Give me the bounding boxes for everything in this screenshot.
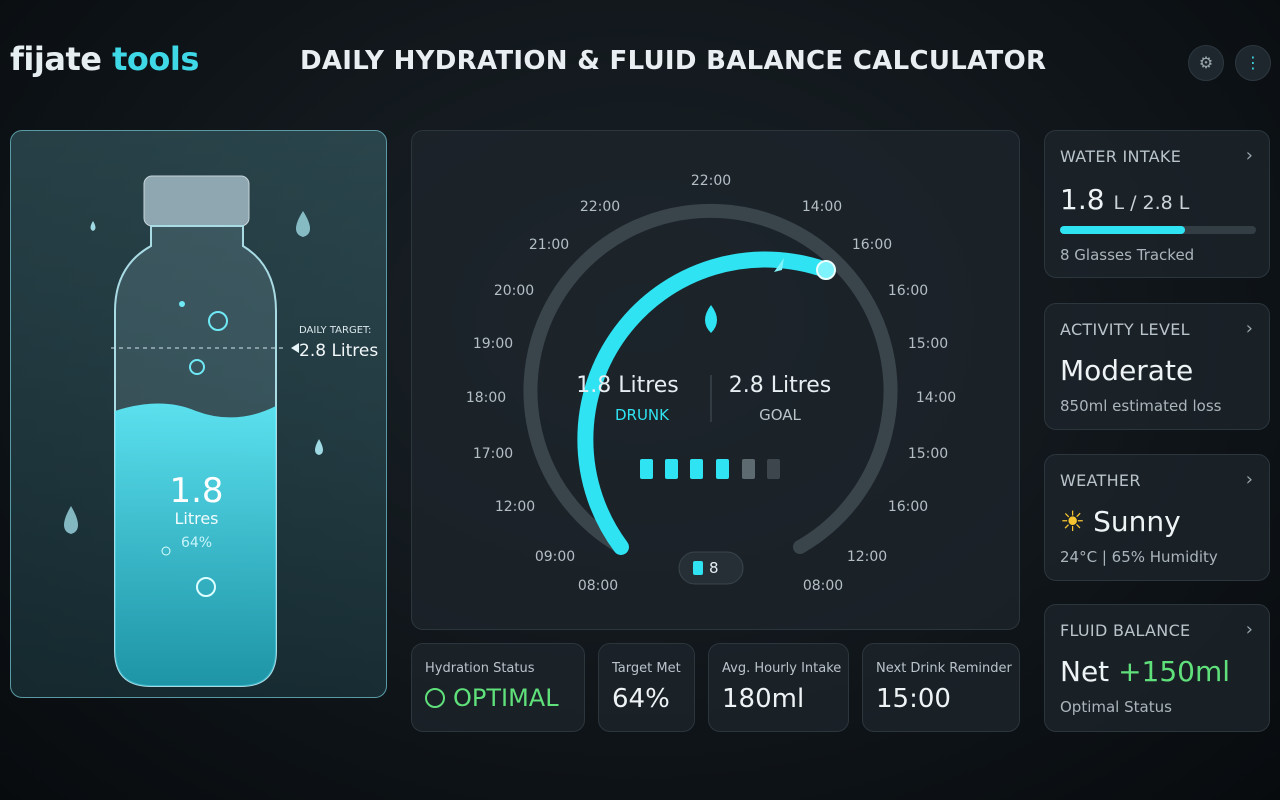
- card-sub: Optimal Status: [1060, 698, 1172, 716]
- card-title: FLUID BALANCE: [1060, 621, 1191, 640]
- stat-label: Target Met: [612, 661, 681, 676]
- gauge-tick-label: 21:00: [528, 237, 570, 253]
- settings-button[interactable]: ⚙: [1188, 45, 1224, 81]
- stat-value: 64%: [612, 684, 670, 714]
- stat-card: Avg. Hourly Intake 180ml: [708, 643, 849, 732]
- bottle-panel: DAILY TARGET: 2.8 Litres 1.8 Litres 64%: [10, 130, 387, 698]
- bottle-unit: Litres: [174, 509, 219, 528]
- brand-name-accent: tools: [112, 40, 199, 78]
- stat-value: 15:00: [876, 684, 951, 714]
- stat-label: Hydration Status: [425, 661, 535, 676]
- gauge-tick-label: 16:00: [887, 499, 929, 515]
- gauge-tick-label: 14:00: [801, 199, 843, 215]
- net-value: +150ml: [1118, 655, 1231, 688]
- gauge-tick-label: 17:00: [472, 446, 514, 462]
- intake-goal: L / 2.8 L: [1113, 192, 1190, 214]
- stat-card: Next Drink Reminder 15:00: [862, 643, 1020, 732]
- net-label: Net: [1060, 655, 1110, 688]
- gauge-track: [523, 203, 898, 554]
- bottle-water: [115, 403, 276, 686]
- drop-icon: [705, 305, 717, 333]
- gauge-tick-label: 12:00: [494, 499, 536, 515]
- weather-card[interactable]: WEATHER › ☀ Sunny 24°C | 65% Humidity: [1044, 454, 1270, 581]
- card-sub: 8 Glasses Tracked: [1060, 246, 1195, 264]
- stat-card: Hydration Status OPTIMAL: [411, 643, 585, 732]
- brand-name: fijate: [10, 40, 102, 78]
- card-sub: 850ml estimated loss: [1060, 397, 1222, 415]
- stat-card: Target Met 64%: [598, 643, 695, 732]
- card-main: 1.8 L / 2.8 L: [1060, 183, 1189, 216]
- gauge-tick-label: 22:00: [690, 173, 732, 189]
- gauge-progress: [577, 251, 834, 555]
- gauge-tick-label: 19:00: [472, 336, 514, 352]
- gauge-tick-label: 09:00: [534, 549, 576, 565]
- stat-value-text: OPTIMAL: [453, 684, 559, 712]
- glass-count-pill[interactable]: [678, 551, 744, 585]
- bottle-amount: 1.8: [169, 471, 224, 511]
- card-title: WEATHER: [1060, 471, 1141, 490]
- gauge-handle: [816, 260, 836, 280]
- card-sub: 24°C | 65% Humidity: [1060, 548, 1218, 566]
- gauge-tick-label: 15:00: [907, 336, 949, 352]
- glass-count: 8: [709, 559, 719, 577]
- weather-text: Sunny: [1093, 505, 1181, 538]
- brand: fijate tools: [10, 40, 199, 78]
- target-value: 2.8 Litres: [299, 341, 379, 361]
- gauge-tick-label: 16:00: [887, 283, 929, 299]
- goal-value: 2.8 Litres: [728, 373, 832, 398]
- card-title: WATER INTAKE: [1060, 147, 1182, 166]
- card-title: ACTIVITY LEVEL: [1060, 320, 1190, 339]
- gauge-tick-label: 08:00: [577, 578, 619, 594]
- target-label: DAILY TARGET:: [299, 325, 372, 336]
- water-intake-card[interactable]: WATER INTAKE › 1.8 L / 2.8 L 8 Glasses Tr…: [1044, 130, 1270, 278]
- gauge-tick-label: 20:00: [493, 283, 535, 299]
- gauge-tick-label: 12:00: [846, 549, 888, 565]
- gauge-tick-label: 18:00: [465, 390, 507, 406]
- gauge-tick-label: 08:00: [802, 578, 844, 594]
- drunk-value: 1.8 Litres: [576, 373, 679, 398]
- goal-label: GOAL: [759, 406, 801, 424]
- stat-value: OPTIMAL: [425, 684, 559, 712]
- card-main: ☀ Sunny: [1060, 505, 1181, 538]
- stat-label: Next Drink Reminder: [876, 661, 1012, 676]
- page-title: DAILY HYDRATION & FLUID BALANCE CALCULAT…: [300, 46, 1047, 76]
- gauge-tick-label: 22:00: [579, 199, 621, 215]
- drunk-label: DRUNK: [557, 406, 727, 424]
- card-main: Net +150ml: [1060, 655, 1230, 688]
- bottle-percent: 64%: [180, 535, 213, 551]
- stat-value: 180ml: [722, 684, 805, 714]
- drunk-label-text: DRUNK: [614, 406, 669, 424]
- gauge-tick-label: 14:00: [915, 390, 957, 406]
- fluid-balance-card[interactable]: FLUID BALANCE › Net +150ml Optimal Status: [1044, 604, 1270, 732]
- gauge-tick-label: 16:00: [851, 237, 893, 253]
- gauge-tick-label: 15:00: [907, 446, 949, 462]
- glass-icons: [640, 459, 780, 479]
- intake-value: 1.8: [1060, 183, 1105, 216]
- stat-label: Avg. Hourly Intake: [722, 661, 842, 676]
- bottle-illustration: [64, 175, 323, 687]
- activity-card[interactable]: ACTIVITY LEVEL › Moderate 850ml estimated…: [1044, 303, 1270, 430]
- menu-button[interactable]: ⋮: [1235, 45, 1271, 81]
- card-main: Moderate: [1060, 354, 1194, 387]
